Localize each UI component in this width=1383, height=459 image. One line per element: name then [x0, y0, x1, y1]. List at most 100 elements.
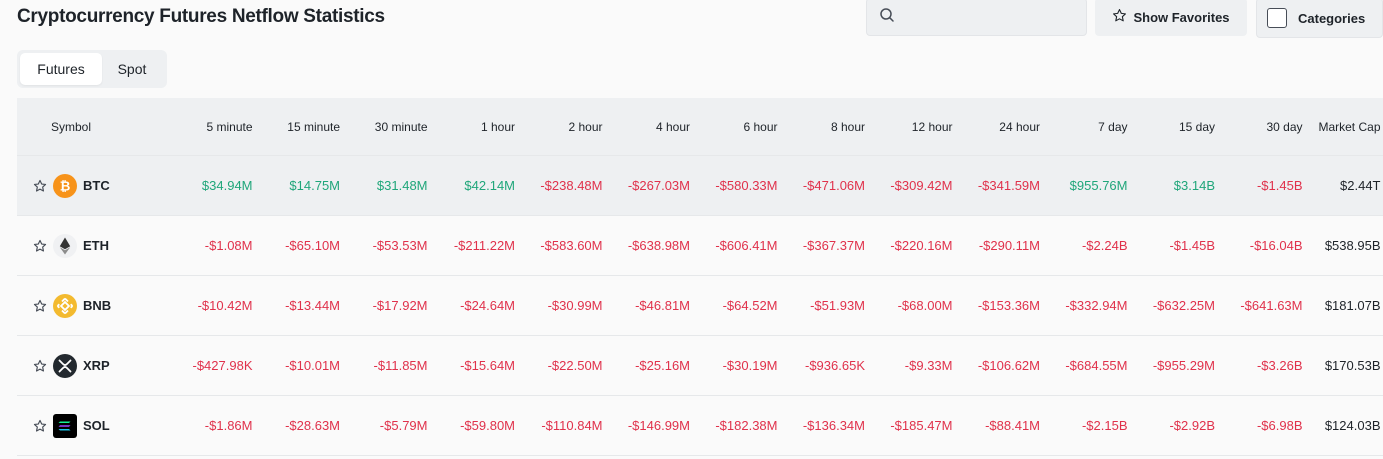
netflow-value: -$2.15B [1081, 418, 1128, 433]
netflow-value: -$2.24B [1081, 238, 1128, 253]
favorite-star-icon[interactable] [33, 239, 47, 253]
search-input[interactable] [903, 9, 1083, 25]
column-header[interactable]: 30 day [1266, 119, 1303, 134]
table-row[interactable]: XRP -$427.98K -$10.01M -$11.85M -$15.64M -$22… [17, 336, 1383, 396]
netflow-value: $14.75M [289, 178, 340, 193]
favorite-star-icon[interactable] [33, 179, 47, 193]
netflow-value: -$9.33M [904, 358, 953, 373]
eth-icon [53, 233, 77, 258]
netflow-value: -$1.45B [1169, 238, 1215, 253]
netflow-value: -$25.16M [635, 358, 690, 373]
show-favorites-button[interactable]: Show Favorites [1095, 0, 1247, 36]
netflow-value: -$110.84M [541, 418, 603, 433]
column-header[interactable]: 6 hour [743, 119, 778, 134]
column-header[interactable]: 1 hour [480, 119, 515, 134]
column-header[interactable]: 4 hour [655, 119, 690, 134]
netflow-value: -$53.53M [372, 238, 428, 253]
netflow-value: -$638.98M [627, 238, 690, 253]
column-header[interactable]: 15 day [1178, 119, 1215, 134]
column-header[interactable]: Symbol [51, 119, 92, 134]
symbol-name[interactable]: BNB [83, 298, 112, 313]
netflow-value: -$16.04B [1249, 238, 1303, 253]
netflow-value: -$185.47M [890, 418, 953, 433]
favorite-star-icon[interactable] [33, 359, 47, 373]
symbol-cell: SOL [17, 413, 165, 438]
column-header[interactable]: 30 minute [374, 119, 428, 134]
star-icon [1112, 8, 1127, 26]
netflow-value: -$10.42M [197, 298, 253, 313]
favorite-star-icon[interactable] [33, 299, 47, 313]
symbol-name[interactable]: SOL [83, 418, 110, 433]
symbol-cell: ₿ BTC [17, 173, 165, 198]
netflow-value: $3.14B [1173, 178, 1215, 193]
netflow-value: -$220.16M [890, 238, 953, 253]
netflow-value: -$10.01M [285, 358, 340, 373]
column-header[interactable]: 8 hour [830, 119, 865, 134]
netflow-value: -$6.98B [1256, 418, 1303, 433]
netflow-value: -$59.80M [460, 418, 515, 433]
netflow-value: -$64.52M [722, 298, 778, 313]
btc-icon: ₿ [53, 173, 77, 198]
favorite-star-icon[interactable] [33, 419, 47, 433]
xrp-icon [53, 353, 77, 378]
netflow-value: -$290.11M [978, 238, 1040, 253]
svg-text:₿: ₿ [60, 178, 71, 193]
symbol-name[interactable]: XRP [83, 358, 110, 373]
netflow-value: $31.48M [376, 178, 428, 193]
netflow-value: -$427.98K [192, 358, 253, 373]
categories-button[interactable]: Categories [1256, 0, 1383, 38]
netflow-value: -$1.08M [204, 238, 253, 253]
categories-label: Categories [1298, 10, 1366, 26]
netflow-value: -$46.81M [635, 298, 690, 313]
netflow-value: -$15.64M [460, 358, 515, 373]
netflow-value: -$17.92M [372, 298, 428, 313]
symbol-name[interactable]: ETH [83, 238, 109, 253]
column-header[interactable]: 12 hour [911, 119, 953, 134]
column-header[interactable]: Market Cap [1318, 119, 1381, 134]
netflow-value: -$606.41M [715, 238, 778, 253]
netflow-value: -$332.94M [1065, 298, 1128, 313]
netflow-value: -$955.29M [1152, 358, 1215, 373]
market-type-tabs: Futures Spot [17, 50, 167, 88]
netflow-value: -$24.64M [460, 298, 515, 313]
netflow-value: -$238.48M [540, 178, 603, 193]
table-row[interactable]: ETH -$1.08M -$65.10M -$53.53M -$211.22M -$583… [17, 216, 1383, 276]
netflow-value: -$146.99M [627, 418, 690, 433]
symbol-cell: XRP [17, 353, 165, 378]
market-cap-value: $124.03B [1324, 418, 1381, 433]
symbol-cell: BNB [17, 293, 165, 318]
table-row[interactable]: BNB -$10.42M -$13.44M -$17.92M -$24.64M -$30.… [17, 276, 1383, 336]
table-body: ₿ BTC $34.94M $14.75M $31.48M $42.14M -$238.48… [17, 156, 1383, 456]
netflow-value: -$936.65K [805, 358, 865, 373]
table-row[interactable]: SOL -$1.86M -$28.63M -$5.79M -$59.80M -$110.8… [17, 396, 1383, 456]
netflow-value: -$51.93M [810, 298, 865, 313]
netflow-value: -$583.60M [540, 238, 603, 253]
sol-icon [53, 413, 77, 438]
column-header[interactable]: 2 hour [568, 119, 603, 134]
symbol-cell: ETH [17, 233, 165, 258]
market-cap-value: $170.53B [1324, 358, 1381, 373]
netflow-value: -$30.19M [722, 358, 778, 373]
bnb-icon [53, 293, 77, 318]
search-icon [879, 7, 895, 28]
netflow-table: Symbol 5 minute 15 minute 30 minute 1 hour 2 … [17, 98, 1383, 456]
netflow-value: -$309.42M [890, 178, 953, 193]
column-header[interactable]: 24 hour [999, 119, 1040, 134]
netflow-value: -$136.34M [802, 418, 865, 433]
netflow-value: -$182.38M [715, 418, 778, 433]
column-header[interactable]: 5 minute [206, 119, 253, 134]
search-box[interactable] [866, 0, 1087, 36]
column-header[interactable]: 7 day [1098, 119, 1128, 134]
categories-checkbox[interactable] [1267, 8, 1287, 28]
table-row[interactable]: ₿ BTC $34.94M $14.75M $31.48M $42.14M -$238.48… [17, 156, 1383, 216]
netflow-value: -$211.22M [453, 238, 515, 253]
market-cap-value: $538.95B [1324, 238, 1381, 253]
symbol-name[interactable]: BTC [83, 178, 110, 193]
netflow-value: -$30.99M [547, 298, 603, 313]
netflow-value: -$641.63M [1240, 298, 1303, 313]
column-header[interactable]: 15 minute [287, 119, 340, 134]
tab-futures[interactable]: Futures [20, 53, 102, 85]
netflow-value: -$88.41M [985, 418, 1040, 433]
tab-spot[interactable]: Spot [117, 61, 147, 77]
netflow-value: -$471.06M [802, 178, 865, 193]
